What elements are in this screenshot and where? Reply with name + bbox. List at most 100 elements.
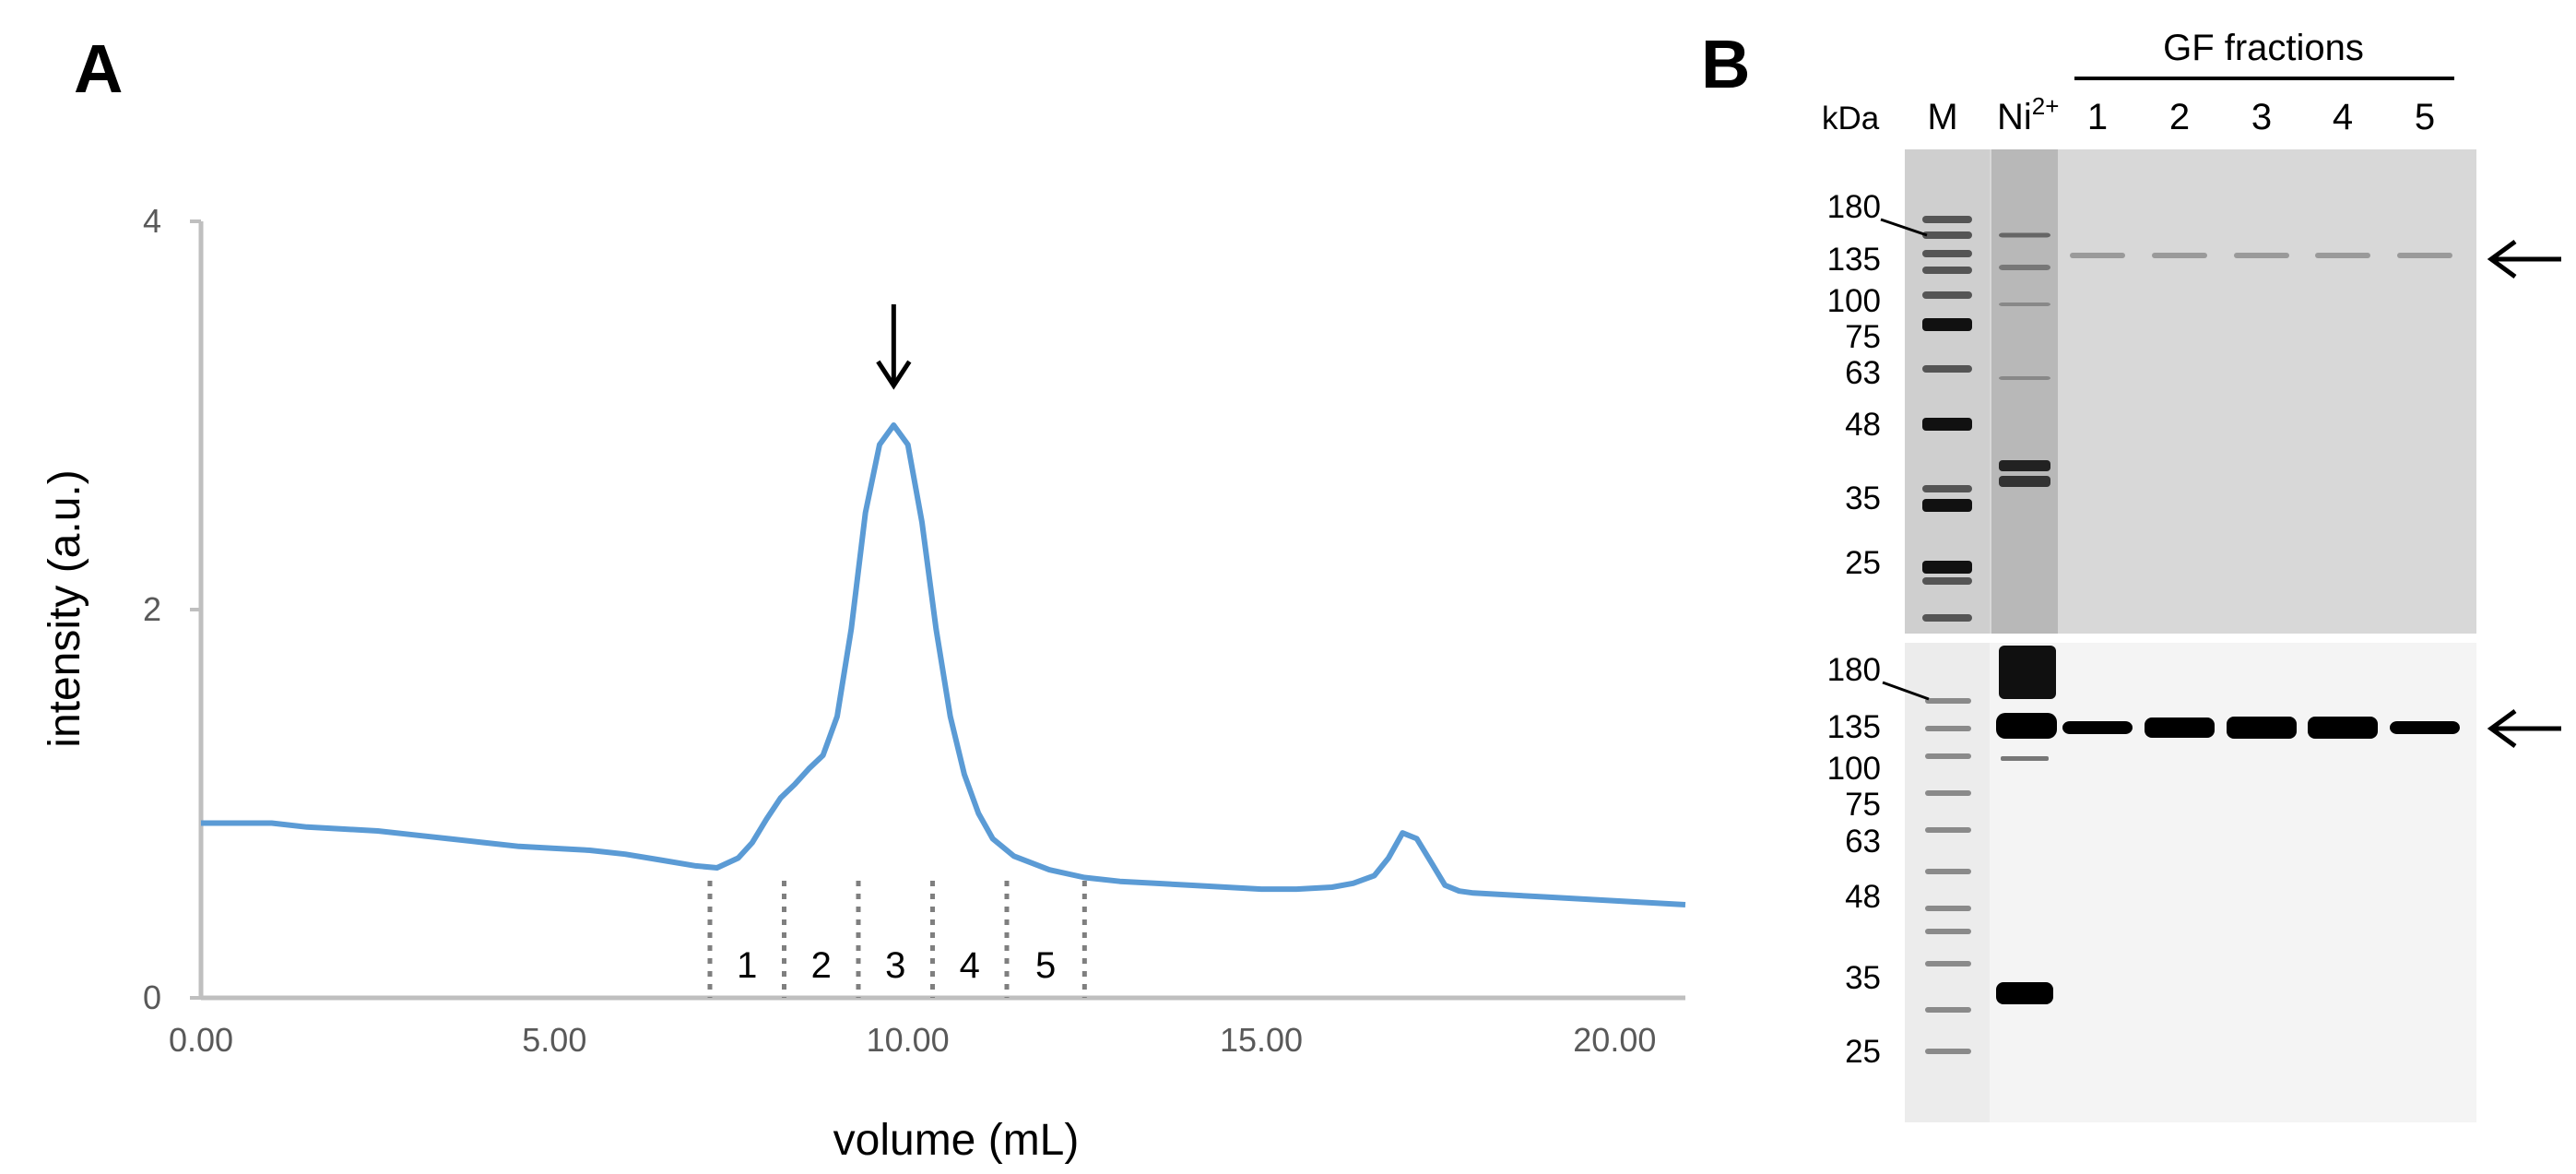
mw-bottom-35: 35: [1845, 960, 1881, 996]
mw-bottom-25: 25: [1845, 1034, 1881, 1070]
ni-band: [1999, 232, 2050, 238]
marker-band: [1925, 929, 1971, 934]
axis-ticks: 0.00 5.00 10.00 15.00 20.00 0 2 4: [143, 202, 1656, 1059]
gf-fractions-label: GF fractions: [2163, 28, 2364, 68]
marker-band: [1922, 499, 1972, 512]
fraction-number: 5: [1035, 945, 1056, 986]
x-tick-label: 5.00: [522, 1021, 586, 1059]
marker-band: [1922, 250, 1972, 257]
marker-band: [1925, 1007, 1971, 1013]
y-tick-label: 0: [143, 978, 161, 1016]
marker-band: [1922, 614, 1972, 622]
coomassie-bands: [1922, 216, 2452, 622]
mw-top-180: 180: [1827, 189, 1881, 225]
chromatogram-line: [201, 422, 1686, 907]
lane-ni-superscript: 2+: [2032, 92, 2060, 120]
mw-top-48: 48: [1845, 407, 1881, 443]
fraction-lane-1: 1: [2087, 97, 2108, 137]
x-axis-title: volume (mL): [833, 1116, 1080, 1165]
coomassie-gel: [1905, 149, 2476, 634]
marker-band: [1925, 1049, 1971, 1054]
mw-top-75: 75: [1845, 319, 1881, 355]
mw-top-100: 100: [1827, 283, 1881, 319]
top-target-arrow-icon: [2487, 239, 2561, 279]
coomassie-marker-lane: [1905, 149, 1990, 634]
marker-band: [1922, 485, 1972, 492]
marker-band: [1922, 291, 1972, 299]
marker-band: [1925, 698, 1971, 704]
ni-band: [2001, 756, 2049, 761]
marker-band: [1922, 418, 1972, 431]
fraction-band: [2315, 253, 2370, 258]
fraction-band: [2062, 721, 2133, 734]
mw-top-63: 63: [1845, 355, 1881, 391]
marker-band: [1925, 827, 1971, 833]
ni-band: [1999, 302, 2050, 306]
western-blot: [1905, 643, 2476, 1122]
marker-band: [1922, 365, 1972, 373]
mw-bottom-180-pointer: [1882, 681, 1930, 701]
ni-band: [1996, 982, 2053, 1004]
marker-band: [1922, 231, 1972, 239]
marker-band: [1925, 906, 1971, 911]
marker-band: [1925, 790, 1971, 796]
y-tick-label: 4: [143, 202, 161, 240]
ni-band: [1999, 265, 2050, 270]
mw-top-35: 35: [1845, 480, 1881, 516]
x-tick-label: 0.00: [169, 1021, 233, 1059]
fraction-band: [2308, 717, 2378, 739]
blot-bands: [1925, 646, 2460, 1054]
marker-band: [1922, 318, 1972, 331]
x-tick-label: 10.00: [867, 1021, 950, 1059]
x-tick-label: 15.00: [1220, 1021, 1303, 1059]
ni-band: [1999, 376, 2050, 380]
fraction-number: 3: [885, 945, 905, 986]
marker-band: [1925, 869, 1971, 874]
fraction-band: [2145, 717, 2215, 738]
lane-ni-label: Ni2+: [1997, 92, 2059, 137]
ni-band: [1996, 713, 2057, 739]
mw-bottom-100: 100: [1827, 751, 1881, 787]
mw-bottom-180: 180: [1827, 652, 1881, 688]
lane-m-label: M: [1927, 97, 1957, 137]
mw-bottom-135: 135: [1827, 709, 1881, 745]
fraction-lane-4: 4: [2333, 97, 2353, 137]
marker-band: [1925, 726, 1971, 731]
fraction-number: 2: [811, 945, 832, 986]
mw-top-25: 25: [1845, 545, 1881, 581]
ni-band: [1999, 460, 2050, 471]
marker-band: [1925, 961, 1971, 966]
mw-top-135: 135: [1827, 242, 1881, 278]
fraction-band: [2397, 253, 2452, 258]
blot-marker-lane: [1905, 643, 1990, 1122]
lane-ni-text: Ni: [1997, 97, 2032, 137]
fraction-lane-3: 3: [2251, 97, 2272, 137]
coomassie-ni-lane: [1991, 149, 2058, 634]
ni-smear: [1999, 646, 2056, 699]
mw-bottom-48: 48: [1845, 879, 1881, 915]
marker-band: [1922, 561, 1972, 574]
bottom-target-arrow-icon: [2487, 708, 2561, 749]
peak-arrow-icon: [876, 304, 912, 390]
y-axis-title: intensity (a.u.): [41, 469, 89, 747]
fraction-band: [2390, 721, 2460, 734]
x-tick-label: 20.00: [1573, 1021, 1656, 1059]
marker-band: [1922, 216, 1972, 223]
mw-top-180-pointer: [1880, 218, 1928, 237]
marker-band: [1922, 267, 1972, 274]
fraction-band: [2227, 717, 2297, 739]
fraction-band: [2152, 253, 2207, 258]
marker-band: [1925, 753, 1971, 759]
fraction-number: 1: [737, 945, 757, 986]
fraction-lane-2: 2: [2169, 97, 2190, 137]
fraction-band: [2070, 253, 2125, 258]
mw-bottom-75: 75: [1845, 787, 1881, 823]
fraction-band: [2234, 253, 2289, 258]
mw-bottom-63: 63: [1845, 824, 1881, 860]
marker-band: [1922, 577, 1972, 585]
kda-label: kDa: [1822, 101, 1880, 136]
ni-band: [1999, 476, 2050, 487]
fraction-markers: 1 2 3 4 5: [707, 881, 1087, 998]
